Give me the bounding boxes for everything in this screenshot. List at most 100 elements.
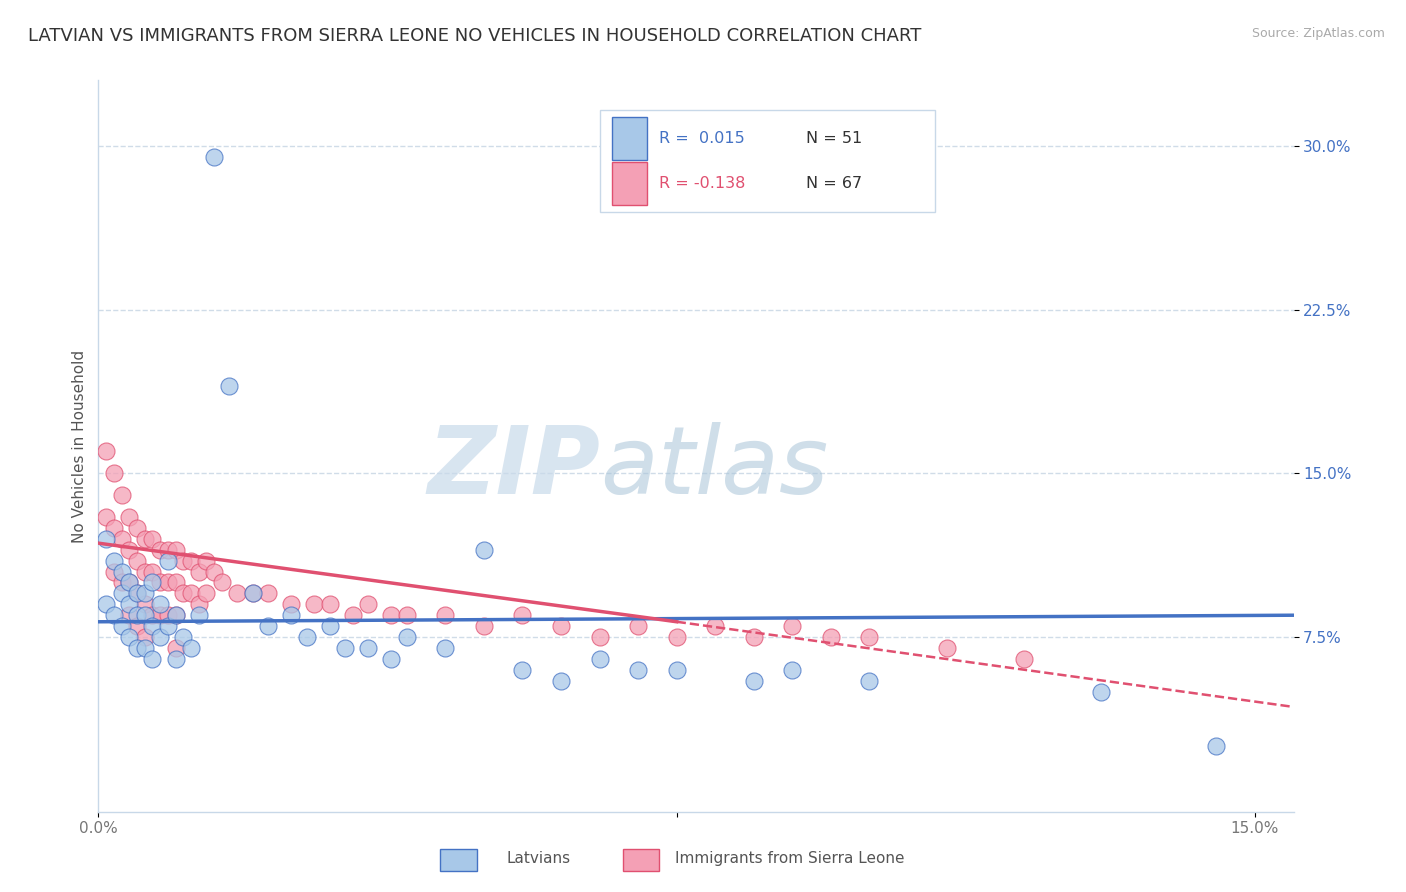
Point: [118, 575, 141, 590]
Point: [704, 619, 727, 633]
Point: [782, 663, 804, 677]
Point: [180, 554, 202, 568]
Point: [172, 554, 194, 568]
Point: [149, 608, 172, 623]
Point: [134, 532, 156, 546]
Point: [125, 619, 148, 633]
Point: [149, 597, 172, 611]
FancyBboxPatch shape: [613, 117, 647, 161]
Point: [242, 586, 264, 600]
Point: [858, 673, 880, 688]
Point: [134, 597, 156, 611]
Point: [342, 608, 364, 623]
Point: [1090, 684, 1112, 698]
Point: [512, 608, 534, 623]
Text: atlas: atlas: [600, 423, 828, 514]
Point: [665, 663, 688, 677]
Point: [782, 619, 804, 633]
Point: [935, 640, 957, 655]
Point: [304, 597, 326, 611]
Point: [165, 542, 187, 557]
Point: [165, 640, 187, 655]
Point: [103, 608, 125, 623]
Point: [434, 608, 457, 623]
FancyBboxPatch shape: [613, 162, 647, 205]
Point: [180, 586, 202, 600]
Point: [125, 554, 148, 568]
Point: [110, 565, 132, 579]
Point: [141, 575, 163, 590]
Point: [156, 575, 179, 590]
Point: [134, 608, 156, 623]
Point: [141, 565, 163, 579]
Point: [103, 467, 125, 481]
Point: [472, 542, 495, 557]
Point: [319, 597, 342, 611]
Point: [280, 597, 302, 611]
Point: [141, 619, 163, 633]
Point: [333, 640, 356, 655]
Point: [434, 640, 457, 655]
Point: [94, 510, 117, 524]
Point: [165, 608, 187, 623]
Point: [1205, 739, 1227, 754]
Point: [202, 565, 225, 579]
Point: [118, 630, 141, 644]
Point: [627, 619, 650, 633]
Point: [134, 640, 156, 655]
Point: [103, 521, 125, 535]
Point: [118, 510, 141, 524]
Point: [118, 575, 141, 590]
Point: [180, 640, 202, 655]
Point: [165, 652, 187, 666]
Point: [280, 608, 302, 623]
Point: [588, 630, 610, 644]
Point: [172, 630, 194, 644]
Point: [165, 575, 187, 590]
Point: [380, 652, 402, 666]
Text: ZIP: ZIP: [427, 422, 600, 514]
Point: [395, 608, 418, 623]
Point: [257, 619, 280, 633]
Point: [512, 663, 534, 677]
Point: [149, 575, 172, 590]
Point: [472, 619, 495, 633]
Point: [858, 630, 880, 644]
Point: [742, 673, 765, 688]
Point: [156, 608, 179, 623]
Point: [195, 554, 218, 568]
Point: [149, 542, 172, 557]
Point: [357, 597, 380, 611]
Point: [550, 673, 572, 688]
Point: [141, 652, 163, 666]
Point: [665, 630, 688, 644]
Point: [110, 586, 132, 600]
Point: [94, 532, 117, 546]
Point: [380, 608, 402, 623]
Point: [141, 532, 163, 546]
Point: [295, 630, 318, 644]
Y-axis label: No Vehicles in Household: No Vehicles in Household: [72, 350, 87, 542]
Text: Latvians: Latvians: [506, 851, 571, 865]
Point: [319, 619, 342, 633]
Point: [125, 608, 148, 623]
Point: [125, 640, 148, 655]
Point: [110, 488, 132, 502]
Point: [149, 630, 172, 644]
Text: LATVIAN VS IMMIGRANTS FROM SIERRA LEONE NO VEHICLES IN HOUSEHOLD CORRELATION CHA: LATVIAN VS IMMIGRANTS FROM SIERRA LEONE …: [28, 27, 921, 45]
Point: [550, 619, 572, 633]
Point: [195, 586, 218, 600]
FancyBboxPatch shape: [600, 110, 935, 212]
Point: [202, 150, 225, 164]
Point: [588, 652, 610, 666]
Point: [110, 532, 132, 546]
Text: Source: ZipAtlas.com: Source: ZipAtlas.com: [1251, 27, 1385, 40]
Point: [742, 630, 765, 644]
Point: [187, 597, 209, 611]
Point: [172, 586, 194, 600]
Point: [1012, 652, 1035, 666]
Point: [125, 586, 148, 600]
Point: [187, 608, 209, 623]
Point: [395, 630, 418, 644]
Point: [627, 663, 650, 677]
